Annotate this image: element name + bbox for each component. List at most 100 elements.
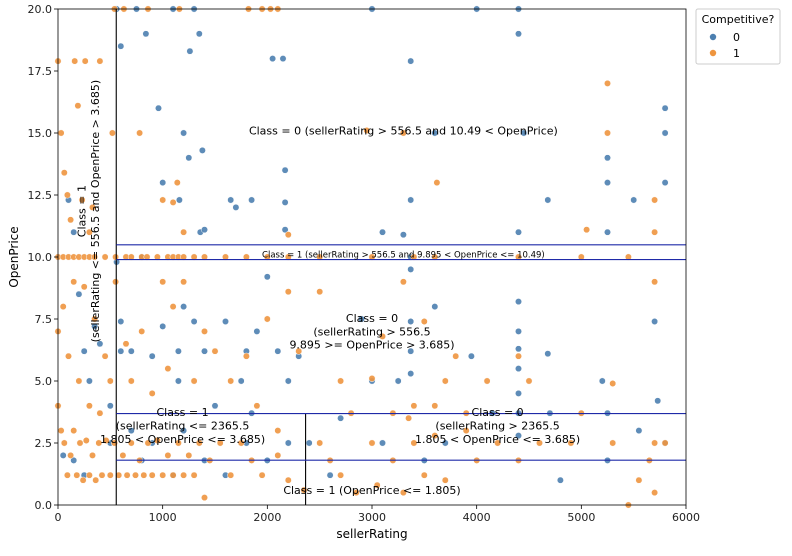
data-point-series-1 [567, 439, 575, 447]
data-point-series-1 [462, 427, 470, 435]
data-point-series-1 [91, 253, 99, 261]
data-point-series-1 [101, 352, 109, 360]
data-point-series-0 [174, 347, 182, 355]
region-annotation-6: Class = 1(sellerRating <= 556.5 and Open… [76, 80, 102, 342]
data-point-series-1 [122, 340, 130, 348]
data-point-series-0 [201, 347, 208, 355]
data-point-series-1 [441, 476, 449, 484]
data-point-series-1 [180, 278, 188, 286]
data-point-series-1 [431, 402, 439, 410]
data-point-series-0 [96, 340, 104, 348]
data-point-series-0 [185, 154, 193, 162]
data-point-series-1 [368, 375, 376, 382]
data-point-series-1 [222, 253, 229, 261]
data-point-series-0 [148, 352, 156, 360]
data-point-series-0 [431, 303, 439, 311]
region-annotation-3: Class = 1 (sellerRating <= 2365.5 1.805 < … [100, 406, 265, 446]
data-point-series-1 [433, 179, 441, 187]
data-point-series-1 [651, 278, 659, 286]
data-point-series-1 [101, 253, 109, 261]
data-point-series-1 [190, 471, 198, 479]
data-point-series-1 [201, 253, 208, 261]
legend-title: Competitive? [702, 13, 775, 26]
data-point-series-1 [316, 253, 324, 261]
y-tick-label: 7.5 [35, 313, 53, 326]
data-point-series-0 [467, 352, 475, 360]
data-point-series-0 [127, 347, 135, 355]
y-axis: 0.0 2.5 5.0 7.5 10.0 12.5 15.0 17.5 20.0 [28, 3, 58, 512]
data-point-series-0 [279, 55, 287, 63]
data-point-series-1 [253, 402, 261, 410]
x-tick-label: 1000 [149, 511, 177, 524]
data-point-series-1 [201, 327, 208, 335]
data-point-series-1 [173, 179, 181, 187]
x-tick-label: 2000 [253, 511, 281, 524]
data-point-series-0 [142, 30, 150, 38]
data-point-series-1 [132, 471, 139, 479]
data-point-series-1 [420, 318, 428, 325]
data-point-series-1 [67, 451, 75, 459]
data-point-series-1 [89, 203, 96, 211]
region-annotation-1: Class = 1 (sellerRating > 556.5 and 9.89… [262, 251, 545, 261]
data-point-series-1 [227, 377, 235, 385]
data-point-series-0 [337, 414, 345, 422]
x-tick-label: 5000 [567, 511, 595, 524]
data-point-series-1 [368, 253, 376, 261]
data-point-series-1 [284, 288, 292, 296]
data-point-series-1 [373, 481, 381, 489]
data-point-series-1 [153, 437, 161, 444]
data-point-series-0 [201, 226, 208, 234]
data-point-series-0 [407, 57, 415, 65]
data-point-series-1 [57, 129, 65, 137]
data-point-series-1 [79, 476, 87, 484]
data-point-series-0 [85, 377, 93, 385]
data-point-series-1 [112, 253, 120, 261]
data-point-series-0 [180, 427, 188, 435]
annotation-line: Class = 0 (sellerRating > 556.5 and 10.4… [249, 124, 558, 137]
data-point-series-0 [379, 228, 386, 236]
data-point-series-1 [85, 228, 93, 236]
data-point-series-0 [159, 322, 167, 330]
data-point-series-1 [483, 377, 491, 385]
annotation-line: (sellerRating > 2365.5 [435, 420, 559, 433]
data-point-series-1 [263, 315, 271, 323]
data-point-series-1 [96, 409, 104, 417]
data-point-series-1 [258, 471, 266, 479]
data-point-series-1 [352, 489, 360, 497]
annotation-line: Class = 0 [346, 312, 398, 325]
x-axis: 0 1000 2000 3000 4000 5000 6000 [55, 505, 700, 524]
data-point-series-1 [159, 471, 167, 479]
data-point-series-0 [407, 318, 415, 325]
y-tick-label: 2.5 [35, 437, 53, 450]
data-point-series-1 [410, 253, 418, 261]
data-point-series-1 [85, 471, 93, 479]
annotation-line: 1.805 < OpenPrice <= 3.685) [415, 433, 580, 446]
data-point-series-1 [180, 471, 188, 479]
data-point-series-0 [604, 154, 611, 162]
data-point-series-0 [222, 318, 229, 325]
data-point-series-1 [60, 439, 68, 447]
data-point-series-0 [175, 196, 183, 204]
data-point-series-0 [106, 402, 114, 410]
y-tick-label: 20.0 [28, 3, 53, 16]
data-point-series-0 [556, 476, 564, 484]
data-point-series-1 [180, 228, 188, 236]
data-point-series-1 [95, 439, 103, 447]
data-point-series-0 [159, 179, 167, 187]
y-tick-label: 17.5 [28, 65, 53, 78]
legend-marker-0 [709, 33, 717, 41]
data-point-series-1 [651, 228, 659, 236]
data-point-series-1 [604, 79, 611, 87]
data-point-series-0 [211, 402, 219, 410]
data-point-series-1 [195, 439, 203, 447]
data-point-series-1 [78, 196, 86, 204]
data-point-series-0 [635, 427, 643, 435]
data-point-series-0 [661, 129, 669, 137]
data-point-series-1 [284, 253, 292, 261]
data-point-series-0 [70, 228, 78, 236]
data-point-series-1 [143, 253, 151, 261]
data-point-series-1 [164, 365, 172, 373]
annotation-line: 1.805 < OpenPrice <= 3.685) [100, 433, 265, 446]
data-point-series-0 [544, 350, 552, 358]
data-point-series-1 [242, 352, 250, 360]
